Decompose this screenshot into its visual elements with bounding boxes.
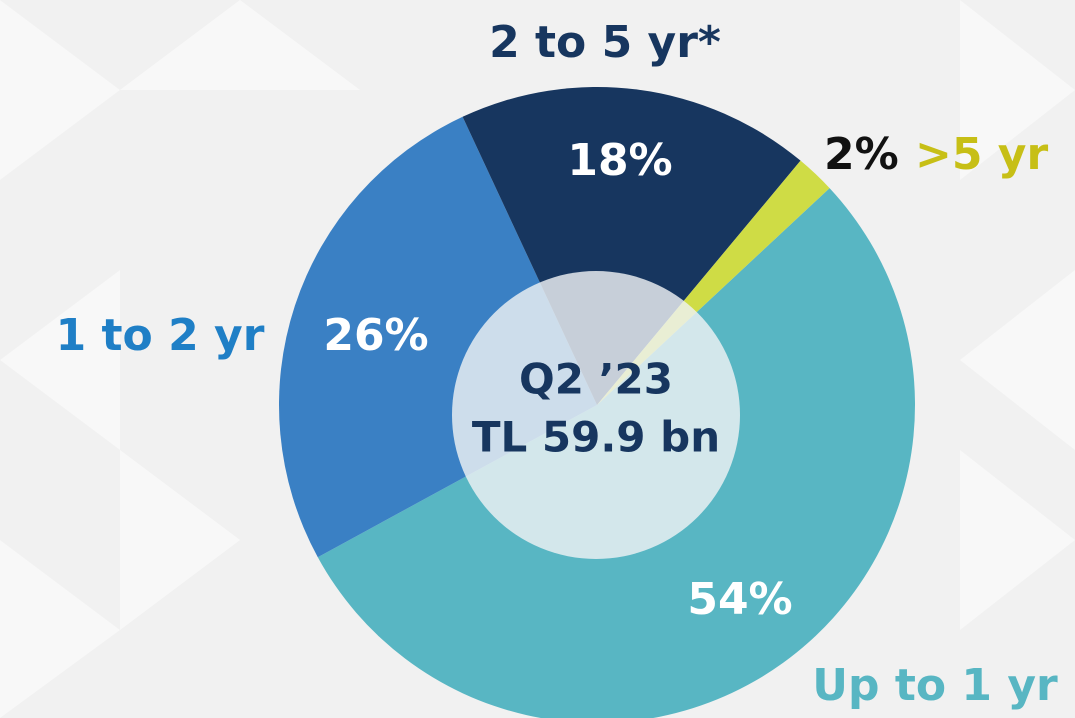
pie-slice: [462, 87, 801, 406]
value-label: 2%: [824, 129, 899, 180]
center-circle: [452, 271, 740, 559]
value-label: 54%: [687, 574, 792, 625]
category-label: >5 yr: [915, 129, 1048, 180]
category-label: 2 to 5 yr*: [489, 17, 721, 68]
value-label: 26%: [323, 310, 428, 361]
value-label: 18%: [567, 135, 672, 186]
category-label: Up to 1 yr: [812, 660, 1058, 711]
center-text: TL 59.9 bn: [472, 413, 720, 462]
category-label: 1 to 2 yr: [56, 310, 265, 361]
center-text: Q2 ’23: [519, 355, 673, 404]
